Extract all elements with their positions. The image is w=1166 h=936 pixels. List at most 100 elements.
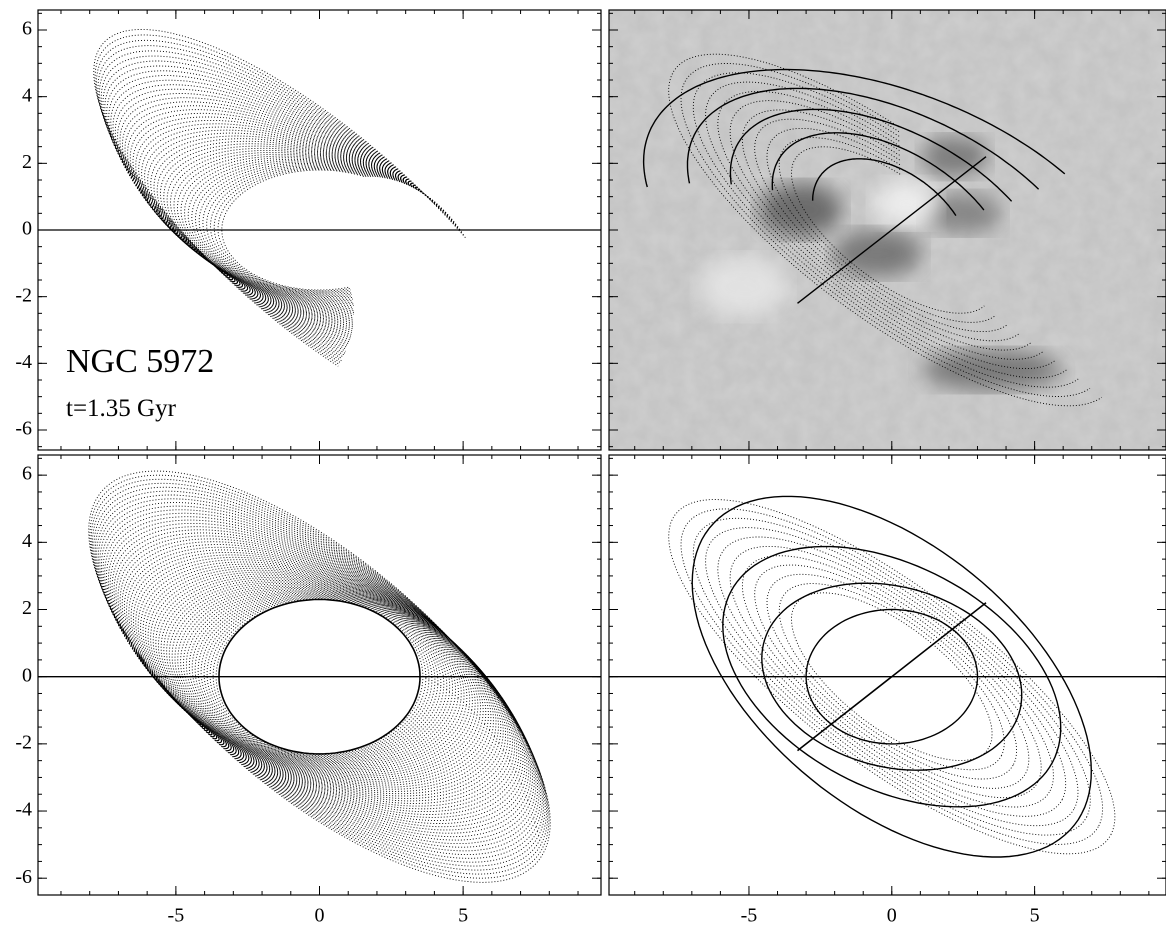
orbit [797,156,987,304]
y-tick-label: -2 [15,731,32,753]
orbit [771,132,985,211]
orbit-dotted [108,75,449,350]
panel: -5 0 5 [608,454,1166,927]
orbit-dotted [157,575,482,779]
orbit-dotted [132,116,427,331]
orbit-dotted [111,526,528,828]
image-feature [872,179,940,228]
orbit-dotted [90,478,549,875]
orbit-dotted [191,591,448,762]
y-tick-label: 2 [22,597,32,619]
panel: -6 -4 -2 0 2 4 6 NGC 5972 t=1.35 Gyr [15,9,602,451]
panel: -5 0 5 -6 -4 -2 0 2 4 6 [15,454,602,927]
orbit-dotted [132,554,507,799]
orbit [811,158,957,216]
x-tick-label: -5 [741,905,758,927]
panel-frame [608,454,1166,896]
orbit-dotted [209,597,430,757]
orbit-dotted [99,50,459,360]
orbit [691,495,1093,858]
orbit-dotted [147,567,492,786]
orbit-dotted [202,164,376,296]
image-feature [922,349,1062,391]
orbit-dotted [97,498,542,856]
orbit-dotted [177,153,394,307]
orbit-dotted [97,45,461,362]
orbit-dotted [92,482,547,871]
x-tick-label: -5 [168,905,185,927]
orbit-dotted [152,571,487,782]
orbit-dotted [166,580,473,774]
orbit-dotted [140,561,499,792]
y-tick-label: -4 [15,351,32,373]
orbit-dotted [106,516,533,838]
orbit-dotted [160,576,479,777]
y-tick-label: 6 [22,463,32,485]
orbit-dotted [94,490,545,863]
panel [608,9,1166,451]
x-tick-label: 5 [458,905,468,927]
orbit-dotted [130,551,509,802]
orbit-dotted [163,145,403,313]
orbit [642,68,1066,188]
orbit-dotted [195,161,381,299]
orbit [686,87,1040,190]
orbit-dotted [104,65,453,354]
image-feature [921,136,989,177]
orbit-dotted [156,140,408,317]
orbit-dotted [96,39,463,363]
y-tick-label: 0 [22,218,32,240]
orbit-dotted [692,72,1079,388]
orbit-dotted [145,565,494,788]
orbit-dotted [194,592,445,761]
orbit-dotted [221,169,364,291]
orbit [722,545,1062,808]
orbit-dotted [155,573,484,780]
orbit-dotted [692,517,1091,836]
y-tick-label: -6 [15,418,32,440]
panel-frame [608,9,1166,451]
plot-area [609,10,1166,450]
image-feature [924,193,1003,234]
orbit-dotted [188,590,451,763]
panel-frame [37,9,602,451]
orbit-dotted [217,168,367,292]
orbit-dotted [171,582,468,771]
galaxy-name: NGC 5972 [66,343,214,380]
orbit-dotted [99,502,540,852]
orbit-dotted [123,544,516,810]
orbit-dotted [94,34,464,365]
orbit-dotted [754,118,1020,342]
y-tick-label: 4 [22,530,32,552]
orbit-dotted [142,563,497,790]
orbit-dotted [88,470,551,883]
orbit-dotted [184,157,389,303]
orbit [729,108,1013,202]
y-tick-label: 6 [22,18,32,40]
orbit-dotted [680,63,1091,397]
image-noise [609,10,1166,450]
y-tick-label: 0 [22,664,32,686]
orbit-dotted [174,584,465,770]
orbit-dotted [741,109,1032,351]
y-tick-label: -4 [15,799,32,821]
orbit-dotted [150,569,489,784]
y-tick-label: 4 [22,84,32,106]
orbit-dotted [203,595,436,758]
orbit-dotted [778,583,1005,771]
orbit-dotted [106,70,451,352]
orbit-dotted [177,585,462,768]
orbit-dotted [729,545,1054,808]
orbit-dotted [729,100,1044,360]
orbit-dotted [135,119,425,330]
orbit-dotted [180,155,391,305]
orbit-dotted [180,586,459,767]
y-tick-label: -2 [15,284,32,306]
orbit-dotted [135,556,504,797]
time-label: t=1.35 Gyr [66,395,177,422]
y-tick-label: 2 [22,151,32,173]
orbit-dotted [766,127,1008,333]
orbit [761,582,1023,771]
